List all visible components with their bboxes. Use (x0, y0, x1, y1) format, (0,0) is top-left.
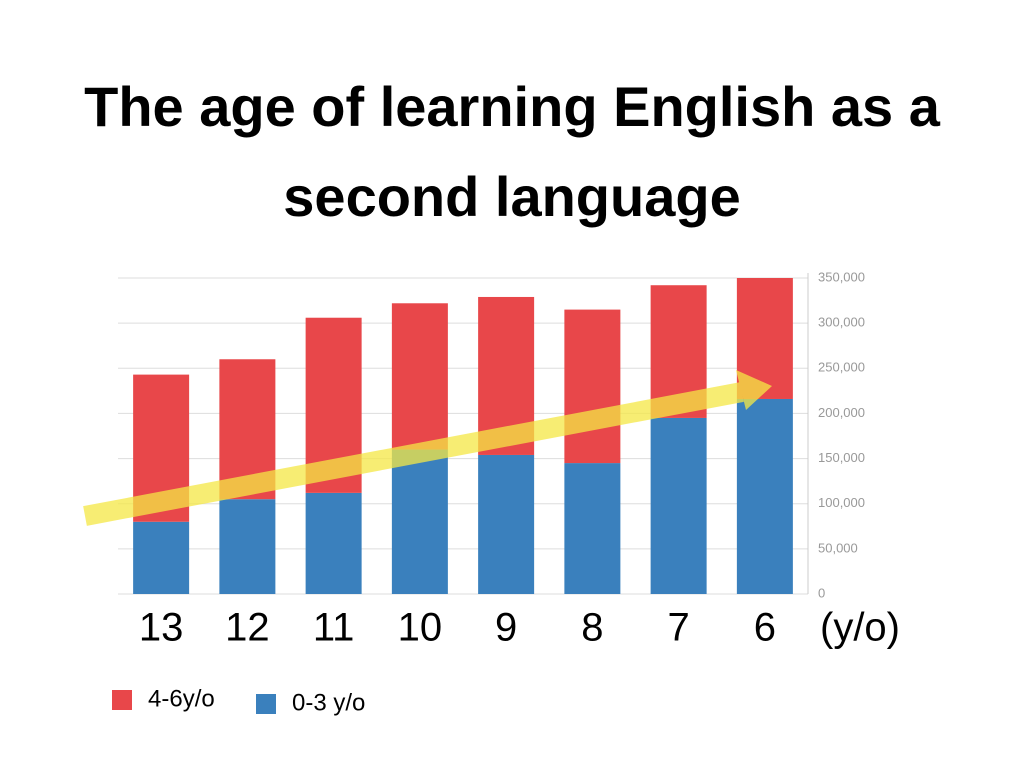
y-tick-label: 200,000 (818, 405, 865, 420)
bar-segment (133, 521, 190, 594)
arrow-head (736, 370, 772, 410)
bar-segment (391, 449, 448, 594)
legend-label: 4-6y/o (148, 685, 215, 712)
labels: 0 50,000 100,000 150,000 200,000 250,000 300,0… (112, 269, 900, 716)
slide-title: The age of learning English as a second … (84, 75, 940, 228)
x-tick-label: 8 (581, 606, 603, 650)
y-tick-label: 0 (818, 585, 825, 600)
y-tick-label: 350,000 (818, 269, 865, 284)
legend-label: 0-3 y/o (292, 689, 365, 716)
y-tick-label: 100,000 (818, 495, 865, 510)
x-tick-label: 10 (398, 606, 443, 650)
trend-arrow (83, 370, 772, 526)
x-tick-label: 6 (754, 606, 776, 650)
y-tick-label: 250,000 (818, 360, 865, 375)
legend-swatch (112, 690, 132, 710)
x-tick-label: 11 (313, 606, 355, 650)
bar-segment (391, 303, 448, 450)
x-axis-label: (y/o) (820, 606, 900, 650)
legend-swatch (256, 694, 276, 714)
x-tick-label: 7 (668, 606, 690, 650)
y-tick-label: 50,000 (818, 540, 858, 555)
y-tick-label: 300,000 (818, 315, 865, 330)
x-tick-label: 12 (225, 606, 270, 650)
x-tick-label: 9 (495, 606, 517, 650)
bar-segment (478, 454, 535, 594)
bar-segment (219, 499, 276, 594)
y-tick-label: 150,000 (818, 450, 865, 465)
bar-segment (305, 492, 362, 594)
arrow-shaft (83, 382, 744, 526)
bar-segment (564, 463, 621, 594)
x-tick-label: 13 (139, 606, 184, 650)
bar-segment (564, 309, 621, 464)
bar-segment (736, 398, 793, 594)
bar-segment (650, 417, 707, 594)
